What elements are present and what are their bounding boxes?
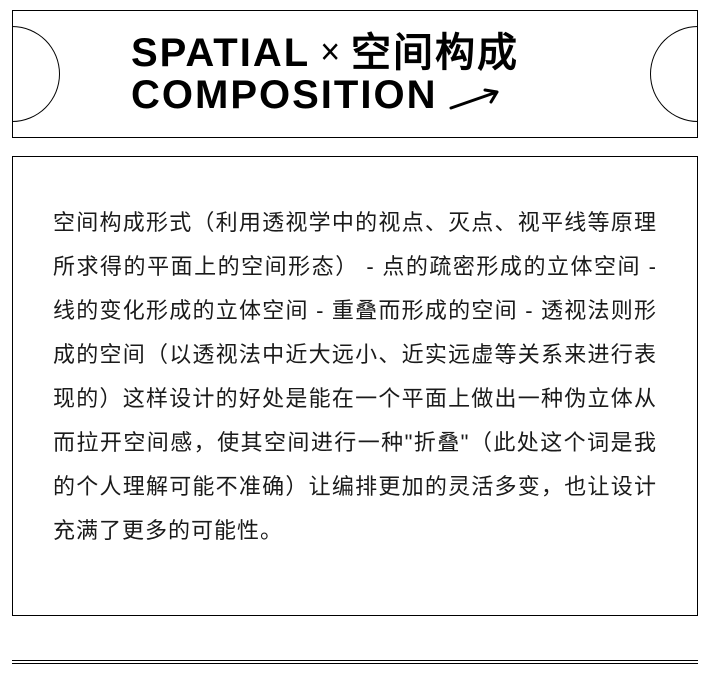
body-paragraph: 空间构成形式（利用透视学中的视点、灭点、视平线等原理所求得的平面上的空间形态） … xyxy=(53,201,657,553)
body-panel: 空间构成形式（利用透视学中的视点、灭点、视平线等原理所求得的平面上的空间形态） … xyxy=(12,156,698,616)
header-panel: SPATIAL × 空间构成 COMPOSITION xyxy=(12,10,698,138)
title-english-2: COMPOSITION xyxy=(131,74,437,116)
title-line-2: COMPOSITION xyxy=(131,74,519,116)
header-ornament-left xyxy=(12,26,60,122)
title-line-1: SPATIAL × 空间构成 xyxy=(131,32,519,74)
title-block: SPATIAL × 空间构成 COMPOSITION xyxy=(131,32,519,116)
title-separator: × xyxy=(320,33,341,72)
title-chinese: 空间构成 xyxy=(351,32,519,74)
arrow-icon xyxy=(449,84,509,112)
title-english-1: SPATIAL xyxy=(131,32,310,74)
footer-rule xyxy=(12,660,698,664)
header-ornament-right xyxy=(650,26,698,122)
